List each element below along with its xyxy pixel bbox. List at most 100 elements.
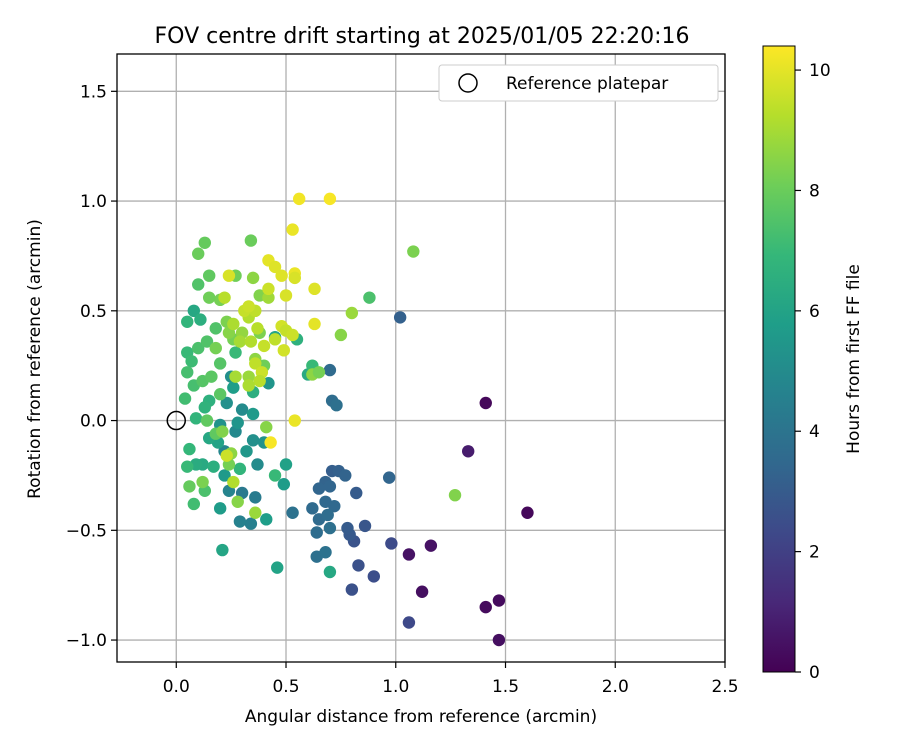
data-point bbox=[323, 565, 337, 579]
data-point bbox=[402, 548, 416, 561]
data-point bbox=[192, 247, 205, 260]
data-point bbox=[323, 521, 337, 535]
data-point bbox=[194, 313, 207, 326]
data-point bbox=[229, 370, 242, 383]
data-point bbox=[231, 495, 244, 508]
data-point bbox=[181, 460, 194, 473]
y-tick-label: 1.5 bbox=[80, 82, 107, 102]
data-point bbox=[334, 328, 348, 342]
data-point bbox=[407, 245, 420, 258]
colorbar-tick-label: 2 bbox=[809, 543, 820, 563]
colorbar-label: Hours from first FF file bbox=[844, 264, 864, 454]
data-point bbox=[244, 335, 258, 348]
data-point bbox=[233, 335, 247, 348]
data-point bbox=[192, 341, 205, 355]
data-point bbox=[181, 366, 194, 379]
data-point bbox=[308, 282, 321, 296]
y-tick-label: −0.5 bbox=[66, 521, 107, 541]
data-point bbox=[363, 291, 376, 304]
data-point bbox=[220, 449, 233, 462]
y-tick-label: −1.0 bbox=[66, 631, 107, 651]
reference-platepar-marker bbox=[166, 410, 187, 431]
data-points bbox=[178, 192, 534, 647]
colorbar-tick-label: 6 bbox=[809, 302, 820, 322]
data-point bbox=[264, 436, 277, 449]
data-point bbox=[244, 517, 258, 530]
data-point bbox=[209, 322, 222, 335]
data-point bbox=[200, 414, 214, 427]
data-point bbox=[402, 616, 416, 629]
data-point bbox=[231, 416, 244, 429]
data-point bbox=[288, 271, 301, 285]
data-point bbox=[213, 502, 227, 515]
data-point bbox=[385, 537, 398, 550]
data-point bbox=[257, 339, 271, 353]
data-point bbox=[279, 458, 293, 471]
data-point bbox=[202, 291, 216, 304]
data-point bbox=[242, 370, 255, 383]
data-point bbox=[288, 414, 301, 427]
data-point bbox=[185, 355, 198, 368]
data-point bbox=[216, 543, 229, 557]
data-point bbox=[286, 223, 299, 236]
y-axis-label: Rotation from reference (arcmin) bbox=[25, 219, 45, 499]
data-point bbox=[330, 398, 343, 412]
data-point bbox=[249, 357, 262, 370]
data-point bbox=[251, 322, 264, 335]
data-point bbox=[205, 370, 218, 383]
data-point bbox=[286, 328, 299, 342]
data-point bbox=[244, 234, 258, 247]
colorbar-tick-label: 0 bbox=[809, 663, 820, 683]
data-point bbox=[198, 236, 211, 249]
data-point bbox=[233, 515, 247, 528]
data-point bbox=[242, 379, 255, 392]
data-point bbox=[253, 374, 266, 388]
data-point bbox=[345, 583, 359, 596]
data-point bbox=[358, 519, 372, 533]
data-point bbox=[209, 341, 222, 355]
data-point bbox=[227, 475, 240, 489]
data-point bbox=[319, 495, 332, 508]
data-point bbox=[202, 269, 216, 282]
data-point bbox=[200, 335, 214, 348]
data-point bbox=[262, 282, 275, 296]
data-point bbox=[277, 344, 291, 357]
data-point bbox=[352, 559, 365, 572]
data-point bbox=[235, 403, 249, 416]
colorbar-gradient bbox=[762, 45, 796, 673]
y-tick-label: 0.0 bbox=[80, 412, 107, 432]
data-point bbox=[183, 480, 196, 493]
data-point bbox=[246, 271, 260, 285]
data-point bbox=[187, 497, 201, 511]
data-point bbox=[260, 420, 273, 434]
data-point bbox=[310, 526, 323, 539]
data-point bbox=[213, 388, 227, 401]
data-point bbox=[222, 269, 236, 282]
data-point bbox=[312, 482, 326, 495]
data-point bbox=[268, 333, 282, 346]
y-axis-ticks: −1.0 −0.5 0.0 0.5 1.0 1.5 bbox=[66, 82, 117, 651]
data-point bbox=[268, 469, 282, 482]
data-point bbox=[227, 317, 240, 331]
x-tick-label: 1.5 bbox=[492, 677, 519, 697]
data-point bbox=[227, 381, 240, 394]
data-point bbox=[308, 317, 321, 331]
data-point bbox=[350, 486, 363, 500]
plot-area: 0.0 0.5 1.0 1.5 2.0 2.5 −1.0 −0.5 0.0 0.5 1.0 1.5 bbox=[66, 53, 739, 697]
data-point bbox=[292, 192, 306, 206]
data-point bbox=[448, 488, 462, 502]
data-point bbox=[262, 291, 275, 304]
data-point bbox=[260, 513, 273, 526]
data-point bbox=[213, 357, 227, 370]
data-point bbox=[306, 502, 319, 515]
data-point bbox=[415, 585, 429, 598]
colorbar-tick-label: 8 bbox=[809, 181, 820, 201]
data-point bbox=[268, 260, 282, 274]
data-point bbox=[240, 445, 253, 458]
data-point bbox=[220, 396, 233, 410]
data-point bbox=[207, 460, 220, 473]
x-tick-label: 2.0 bbox=[602, 677, 629, 697]
y-tick-label: 0.5 bbox=[80, 302, 107, 322]
